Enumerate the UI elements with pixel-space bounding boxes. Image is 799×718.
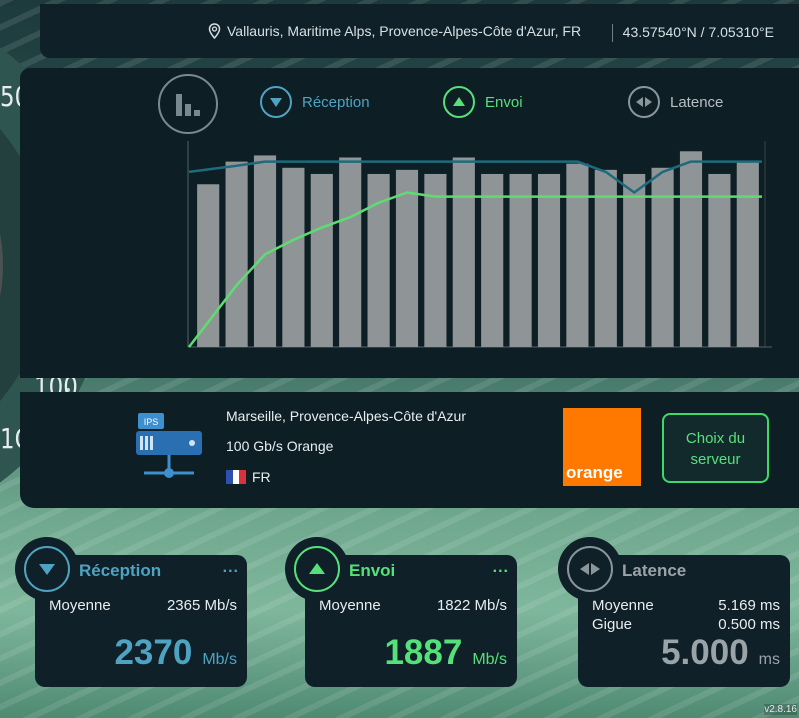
latence-current: 5.000 ms <box>661 633 780 673</box>
reception-current: 2370 Mb/s <box>114 633 237 673</box>
envoi-up-icon <box>294 546 340 592</box>
reception-series-line <box>188 160 762 194</box>
location-text: Vallauris, Maritime Alps, Provence-Alpes… <box>227 23 582 39</box>
legend-envoi-label: Envoi <box>485 93 523 111</box>
chart-bar <box>509 173 532 347</box>
latence-arrows-icon <box>567 546 613 592</box>
server-country-code: FR <box>252 469 271 485</box>
latence-current-value: 5.000 <box>661 633 749 672</box>
envoi-title: Envoi <box>349 561 396 580</box>
flag-fr-icon <box>226 470 247 484</box>
reception-more-button[interactable]: ... <box>222 559 239 576</box>
reception-down-icon <box>24 546 70 592</box>
latence-unit: ms <box>758 651 780 668</box>
envoi-series-line <box>188 191 762 348</box>
chart-bar <box>310 173 333 347</box>
server-city: Marseille, Provence-Alpes-Côte d'Azur <box>226 408 466 424</box>
server-country: FR <box>226 469 271 485</box>
location-divider <box>612 24 613 42</box>
latence-jitter: Gigue 0.500 ms <box>592 616 780 633</box>
coordinates: 43.57540°N / 7.05310°E <box>622 24 774 40</box>
legend-reception-label: Réception <box>302 93 370 111</box>
server-icon: IPS <box>136 413 202 478</box>
latence-average-label: Moyenne <box>592 597 654 614</box>
bar-chart-icon-bar <box>185 104 191 116</box>
chart-view-button[interactable] <box>158 74 218 134</box>
chart-bar <box>452 157 475 347</box>
legend-reception[interactable]: Réception <box>260 86 370 118</box>
down-arrow-icon <box>260 86 292 118</box>
latence-jitter-value: 0.500 ms <box>718 616 780 633</box>
envoi-average-value: 1822 Mb/s <box>436 597 507 614</box>
chart-bar <box>594 169 617 347</box>
location-bar: Vallauris, Maritime Alps, Provence-Alpes… <box>40 4 799 58</box>
orange-logo-text: orange <box>566 463 623 482</box>
chart-bar <box>481 173 504 347</box>
chart-bar <box>623 173 646 347</box>
latence-jitter-label: Gigue <box>592 616 633 633</box>
app-version: v2.8.16 <box>764 704 797 715</box>
legend-latence-label: Latence <box>670 93 724 111</box>
chart-bar <box>282 167 305 347</box>
reception-average-label: Moyenne <box>49 597 111 614</box>
chart-bar <box>424 173 447 347</box>
reception-average: Moyenne 2365 Mb/s <box>49 597 237 614</box>
chart-bar <box>537 173 561 347</box>
location-pin-icon <box>208 23 221 39</box>
chart-bar <box>566 163 589 347</box>
orange-logo: orange <box>563 408 641 486</box>
server-provider: 100 Gb/s Orange <box>226 438 334 454</box>
bar-chart-icon-bar <box>194 110 200 116</box>
envoi-more-button[interactable]: ... <box>492 559 509 576</box>
bar-chart-icon <box>176 94 182 116</box>
chart-bar <box>736 161 759 347</box>
envoi-current-value: 1887 <box>384 633 463 672</box>
speed-chart <box>187 141 772 348</box>
location: Vallauris, Maritime Alps, Provence-Alpes… <box>208 23 581 39</box>
legend-envoi[interactable]: Envoi <box>443 86 523 118</box>
latence-title: Latence <box>622 561 687 580</box>
envoi-unit: Mb/s <box>472 651 507 668</box>
chart-bar <box>225 161 248 347</box>
latence-badge <box>558 537 622 601</box>
chart-panel: Réception Envoi Latence <box>20 68 799 378</box>
envoi-current: 1887 Mb/s <box>384 633 507 673</box>
reception-badge <box>15 537 79 601</box>
server-panel: IPS Marseille, Provence-Alpes-Côte d'Azu… <box>20 392 799 508</box>
latence-average-value: 5.169 ms <box>718 597 780 614</box>
ips-label: IPS <box>144 417 159 427</box>
chart-bar <box>708 173 731 347</box>
chart-bar <box>651 167 674 347</box>
choose-server-line1: Choix du <box>685 430 746 447</box>
up-arrow-icon <box>443 86 475 118</box>
chart-bar <box>367 173 390 347</box>
chart-bar <box>395 169 419 347</box>
legend-latence[interactable]: Latence <box>628 86 723 118</box>
chart-bar <box>339 157 362 347</box>
envoi-average: Moyenne 1822 Mb/s <box>319 597 507 614</box>
choose-server-line2: serveur <box>690 451 741 468</box>
reception-average-value: 2365 Mb/s <box>166 597 237 614</box>
chart-bar <box>253 155 277 347</box>
envoi-badge <box>285 537 349 601</box>
choose-server-button[interactable]: Choix du serveur <box>662 413 769 483</box>
envoi-average-label: Moyenne <box>319 597 381 614</box>
reception-title: Réception <box>79 561 162 580</box>
chart-bar <box>197 184 220 347</box>
reception-unit: Mb/s <box>202 651 237 668</box>
latence-average: Moyenne 5.169 ms <box>592 597 780 614</box>
chart-bar <box>679 151 703 347</box>
latency-arrows-icon <box>628 86 660 118</box>
reception-current-value: 2370 <box>114 633 193 672</box>
